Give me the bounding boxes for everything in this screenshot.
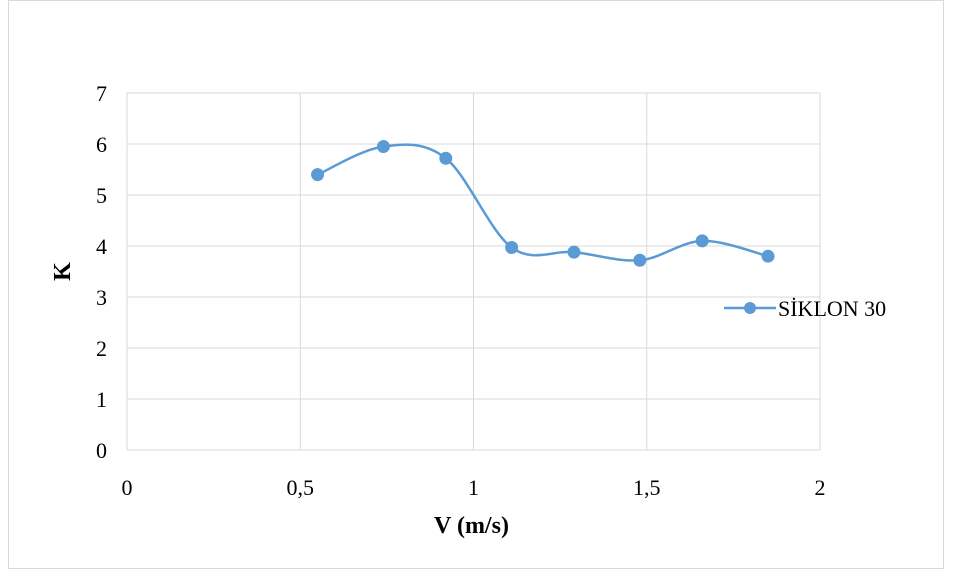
- x-axis-title: V (m/s): [434, 513, 509, 539]
- legend-marker: [744, 302, 756, 314]
- y-tick-label: 1: [96, 387, 107, 412]
- y-tick-label: 4: [96, 234, 107, 259]
- data-point: [761, 249, 775, 263]
- series-layer: [311, 140, 775, 267]
- data-point: [505, 241, 519, 255]
- legend-label: SİKLON 30: [778, 296, 886, 321]
- y-tick-label: 6: [96, 132, 107, 157]
- tick-labels: 0 1 2 3 4 5 6 7 0 0,5 1 1,5 2: [96, 81, 826, 500]
- series-line: [317, 143, 769, 262]
- data-point: [376, 140, 390, 154]
- chart-frame: [8, 0, 944, 569]
- x-tick-label: 1,5: [633, 475, 661, 500]
- gridlines: [126, 92, 821, 451]
- y-tick-label: 2: [96, 336, 107, 361]
- data-point: [311, 168, 325, 182]
- legend: SİKLON 30: [724, 296, 886, 321]
- y-tick-label: 7: [96, 81, 107, 106]
- x-tick-label: 2: [815, 475, 826, 500]
- x-tick-label: 1: [468, 475, 479, 500]
- data-point: [439, 151, 453, 165]
- y-tick-label: 3: [96, 285, 107, 310]
- y-axis-title: K: [50, 262, 76, 281]
- y-tick-label: 0: [96, 438, 107, 463]
- x-tick-label: 0,5: [287, 475, 315, 500]
- data-point: [695, 234, 709, 248]
- data-point: [633, 253, 647, 267]
- x-tick-label: 0: [122, 475, 133, 500]
- y-tick-label: 5: [96, 183, 107, 208]
- data-point: [567, 245, 581, 259]
